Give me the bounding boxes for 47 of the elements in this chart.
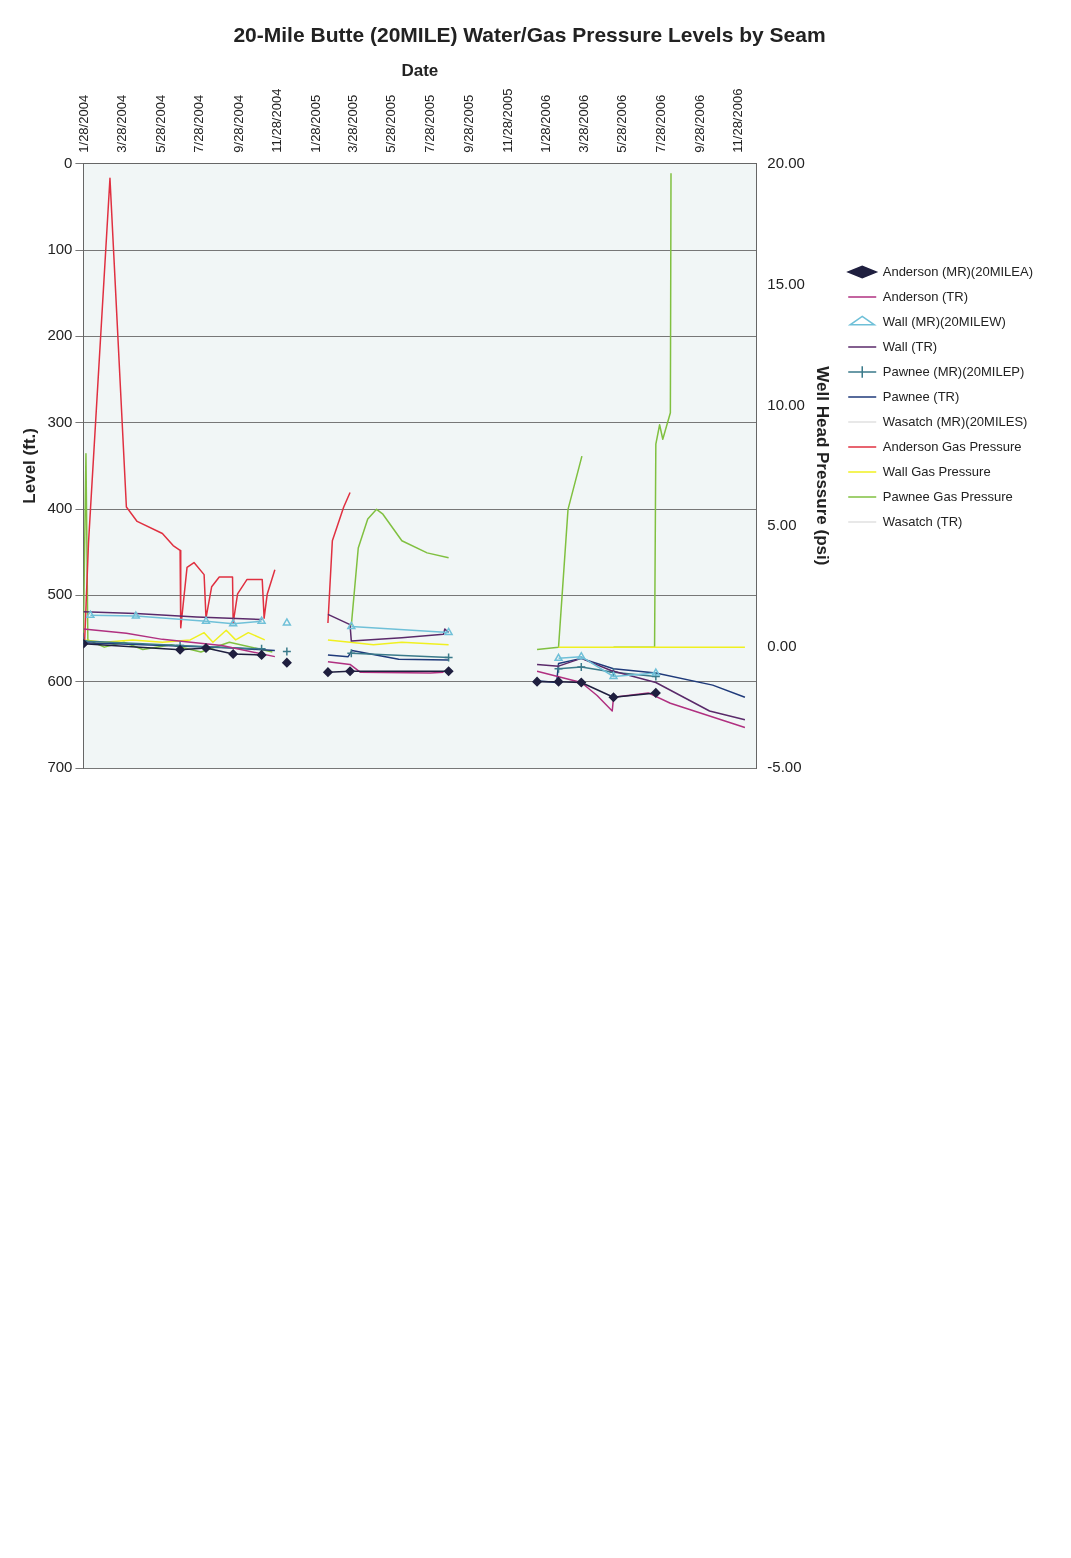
x-tick-label: 3/28/2004	[114, 94, 130, 153]
legend-label: Pawnee (TR)	[882, 388, 960, 404]
x-tick-label: 5/28/2005	[383, 94, 399, 153]
x-tick-label: 1/28/2004	[76, 94, 92, 153]
chart-title: 20-Mile Butte (20MILE) Water/Gas Pressure Levels by Seam	[233, 23, 826, 47]
x-tick-label: 9/28/2006	[691, 94, 707, 153]
x-tick-label: 7/28/2004	[191, 94, 207, 153]
y2-tick-label: 10.00	[767, 395, 805, 413]
legend-label: Wall (TR)	[882, 338, 938, 354]
y-tick-label: 0	[64, 153, 73, 171]
y2-tick-label: -5.00	[767, 758, 802, 776]
x-tick-label: 9/28/2005	[461, 94, 477, 153]
y2-tick-label: 15.00	[767, 274, 805, 292]
y2-tick-label: 0.00	[767, 637, 797, 655]
x-tick-label: 11/28/2006	[730, 88, 746, 153]
x-tick-label: 1/28/2005	[307, 94, 323, 153]
x-axis-title: Date	[401, 61, 439, 81]
legend-label: Anderson (MR)(20MILEA)	[882, 263, 1034, 279]
legend-label: Wall (MR)(20MILEW)	[882, 313, 1006, 329]
legend-label: Pawnee (MR)(20MILEP)	[882, 363, 1025, 379]
x-tick-label: 9/28/2004	[230, 94, 246, 153]
y-tick-label: 200	[47, 326, 73, 344]
y2-tick-label: 5.00	[767, 516, 797, 534]
y-tick-label: 400	[47, 499, 73, 517]
x-tick-label: 11/28/2005	[499, 88, 515, 153]
legend-label: Wall Gas Pressure	[882, 463, 991, 479]
legend-label: Wasatch (MR)(20MILES)	[882, 413, 1028, 429]
y-tick-label: 600	[47, 671, 73, 689]
legend-label: Wasatch (TR)	[882, 513, 963, 529]
x-tick-label: 3/28/2005	[344, 94, 360, 153]
x-tick-label: 7/28/2005	[422, 94, 437, 153]
x-tick-label: 5/28/2004	[152, 94, 168, 153]
legend-label: Anderson Gas Pressure	[882, 438, 1022, 454]
x-tick-label: 1/28/2006	[538, 94, 554, 153]
y-tick-label: 300	[47, 412, 73, 430]
x-tick-label: 3/28/2006	[575, 94, 591, 153]
x-tick-label: 7/28/2006	[652, 94, 668, 153]
legend-label: Pawnee Gas Pressure	[882, 488, 1013, 504]
y-tick-label: 100	[47, 240, 73, 258]
y2-axis-title: Well Head Pressure (psi)	[813, 366, 833, 566]
x-tick-label: 11/28/2004	[269, 88, 285, 153]
y-axis-title: Level (ft.)	[19, 428, 39, 504]
x-tick-label: 5/28/2006	[614, 94, 630, 153]
y-tick-label: 500	[47, 585, 73, 603]
legend-label: Anderson (TR)	[882, 288, 968, 304]
y-tick-label: 700	[47, 758, 73, 776]
y2-tick-label: 20.00	[767, 153, 805, 171]
